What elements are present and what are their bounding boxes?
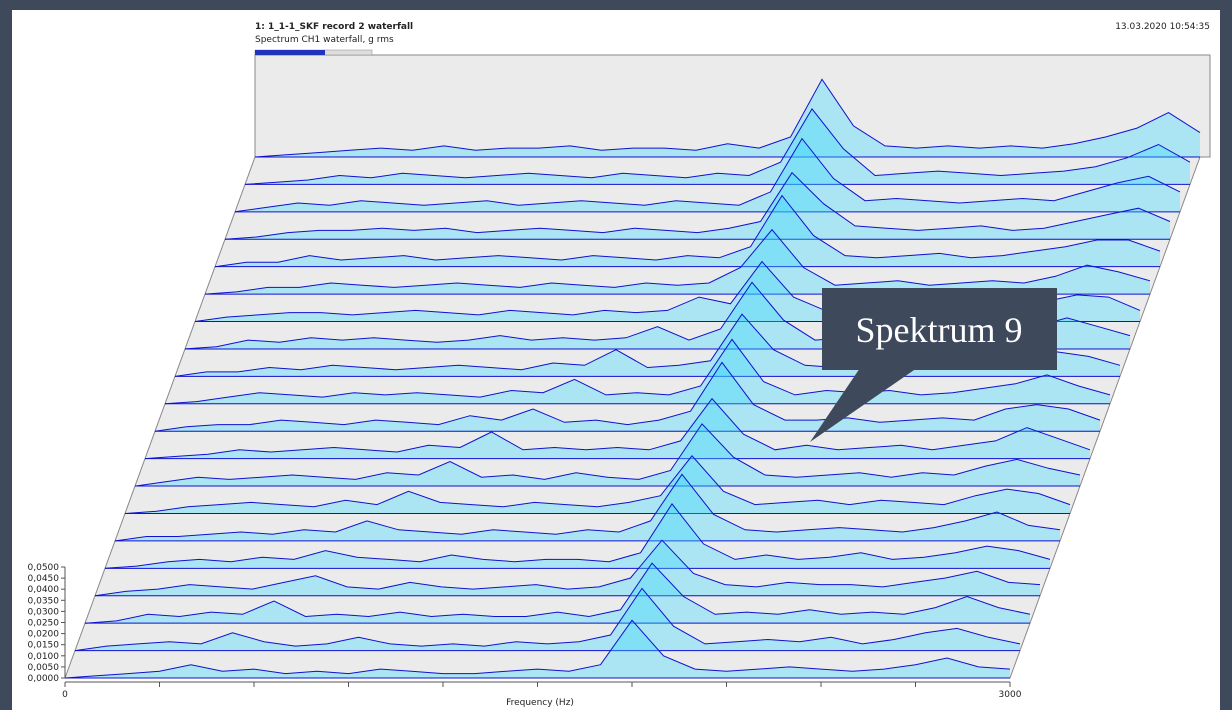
callout-box [822,288,1057,370]
spectrum-fill [225,172,1170,240]
spectrum-fill [105,503,1050,569]
y-tick-label: 0,0300 [28,607,60,617]
spectrum-fill [125,455,1070,514]
callout-pointer [810,368,917,442]
y-tick-label: 0,0500 [28,563,60,573]
spectrum-fill [235,138,1180,212]
spectrum-line [144,397,1091,460]
spectrum-fill [75,588,1020,651]
y-tick-label: 0,0350 [28,596,60,606]
spectrum-fill [175,314,1120,377]
spectrum-line [214,194,1161,268]
y-tick-label: 0,0100 [28,652,60,662]
spectrum-line [124,455,1071,514]
y-tick-label: 0,0000 [28,674,60,684]
spectrum-line [204,228,1151,295]
y-tick-label: 0,0050 [28,663,60,673]
spectrum-fill [145,398,1090,459]
spectrum-fill [255,79,1200,157]
progress-fill [255,50,325,55]
y-tick-label: 0,0200 [28,630,60,640]
spectrum-line [64,619,1011,679]
spectrum-line [114,473,1061,542]
timestamp: 13.03.2020 10:54:35 [1115,22,1210,32]
y-tick-label: 0,0150 [28,641,60,651]
x-tick-label: 0 [62,690,68,700]
spectrum-line [254,78,1201,158]
spectrum-line [164,338,1111,405]
spectrum-fill [245,108,1190,185]
spectrum-fill [155,362,1100,432]
spectrum-line [224,171,1171,240]
spectrum-line [74,587,1021,652]
y-tick-label: 0,0250 [28,619,60,629]
plot-area [64,54,1211,679]
spectrum-fill [215,195,1160,267]
window: 1: 1_1-1_SKF record 2 waterfall Spectrum… [12,10,1220,710]
spectrum-line [234,137,1181,213]
spectrum-line [154,361,1101,432]
x-tick-label: 3000 [999,690,1022,700]
spectrum-line [104,503,1051,569]
spectrum-line [134,423,1081,487]
spectrum-line [84,562,1031,624]
spectrum-fill [85,563,1030,624]
spectrum-fill [65,620,1010,678]
chart-subtitle: Spectrum CH1 waterfall, g rms [255,35,394,45]
y-tick-label: 0,0400 [28,585,60,595]
chart-title: 1: 1_1-1_SKF record 2 waterfall [255,22,413,32]
x-axis-label: Frequency (Hz) [506,698,574,708]
callout-text: Spektrum 9 [856,310,1023,350]
chart: 1: 1_1-1_SKF record 2 waterfall Spectrum… [28,22,1211,708]
y-tick-label: 0,0450 [28,574,60,584]
spectrum-line [244,108,1191,185]
spectrum-fill [165,339,1110,404]
spectrum-line [94,539,1041,597]
